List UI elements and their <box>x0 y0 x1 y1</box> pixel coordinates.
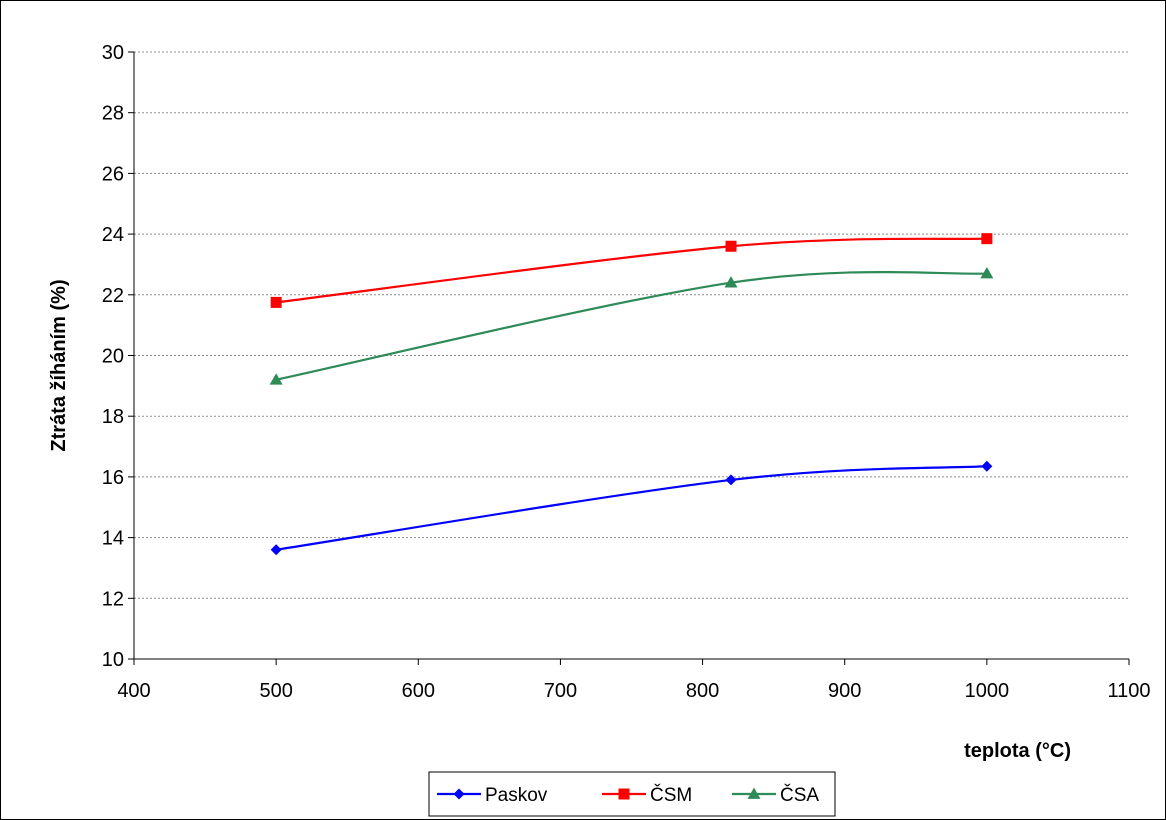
y-tick-label: 12 <box>102 588 124 610</box>
legend-label-csa: ČSA <box>780 784 819 806</box>
axes: 10 12 14 16 18 20 22 24 26 28 30 400 500 600 700 800 900… <box>102 42 1151 702</box>
data-point-csa <box>724 276 738 288</box>
data-point-csa <box>980 267 994 279</box>
y-tick-label: 22 <box>102 285 124 307</box>
series-csa <box>269 267 994 385</box>
legend-marker-paskov <box>453 788 465 800</box>
x-tick-label: 600 <box>402 680 435 702</box>
legend-marker-csm <box>618 788 630 800</box>
y-tick-label: 10 <box>102 649 124 671</box>
y-tick-label: 16 <box>102 467 124 489</box>
x-tick-label: 700 <box>544 680 577 702</box>
data-point-paskov <box>270 544 282 556</box>
series-csm <box>270 233 993 308</box>
y-tick-label: 20 <box>102 346 124 368</box>
data-point-csm <box>981 233 993 245</box>
x-tick-label: 1000 <box>965 680 1010 702</box>
y-tick-label: 14 <box>102 528 124 550</box>
grid-lines <box>134 51 1129 599</box>
y-tick-label: 30 <box>102 42 124 64</box>
legend-label-csm: ČSM <box>650 784 692 806</box>
x-tick-label: 800 <box>686 680 719 702</box>
x-tick-label: 900 <box>828 680 861 702</box>
series-line-csa <box>275 270 987 381</box>
x-tick-label: 400 <box>117 680 150 702</box>
y-tick-label: 26 <box>102 163 124 185</box>
data-point-csm <box>725 240 737 252</box>
x-tick-label: 1100 <box>1107 680 1150 702</box>
x-tick-label: 500 <box>259 680 292 702</box>
data-point-csm <box>270 296 282 308</box>
y-tick-label: 28 <box>102 103 124 125</box>
legend: Paskov ČSM ČSA <box>428 771 836 817</box>
series-line-paskov <box>275 465 987 551</box>
series-layer <box>269 233 994 556</box>
y-axis-title: Ztráta žíháním (%) <box>48 279 70 451</box>
data-point-paskov <box>981 460 993 472</box>
legend-marker-csa <box>747 787 761 799</box>
y-tick-label: 24 <box>102 224 124 246</box>
series-paskov <box>270 460 993 556</box>
legend-label-paskov: Paskov <box>485 785 548 806</box>
x-axis-title: teplota (°C) <box>964 740 1071 762</box>
series-line-csm <box>276 237 987 304</box>
data-point-csa <box>269 373 283 385</box>
y-tick-label: 18 <box>102 406 124 428</box>
data-point-paskov <box>725 474 737 486</box>
